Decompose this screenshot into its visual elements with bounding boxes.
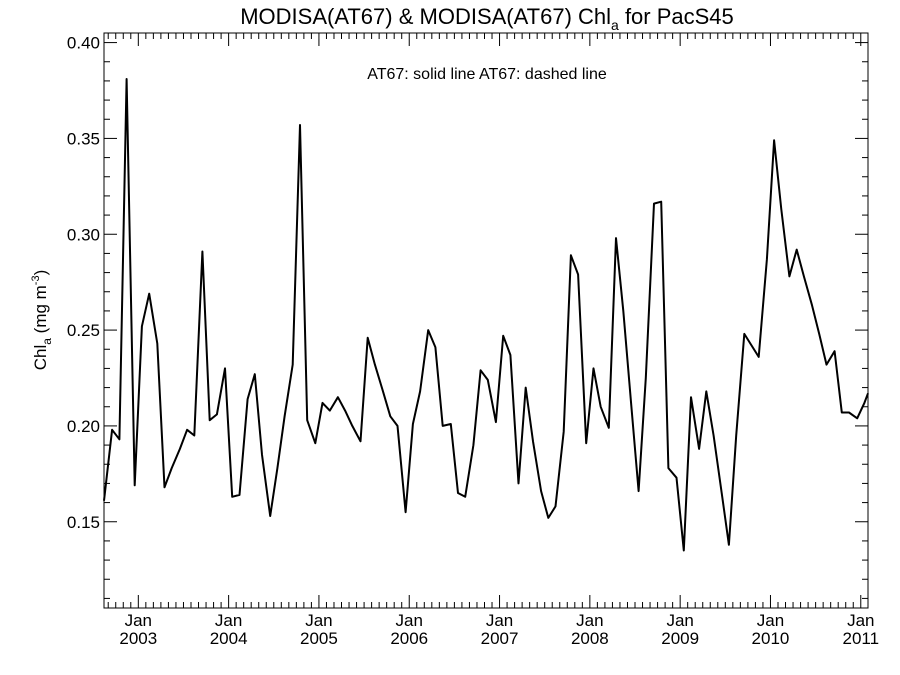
y-tick-label: 0.35 — [67, 129, 100, 148]
y-tick-label: 0.30 — [67, 225, 100, 244]
x-tick-year-label: 2008 — [571, 629, 609, 648]
chart-title: MODISA(AT67) & MODISA(AT67) Chla for Pac… — [240, 4, 734, 33]
y-axis-label: Chla (mg m-3) — [30, 270, 54, 371]
x-tick-year-label: 2004 — [210, 629, 248, 648]
x-tick-year-label: 2003 — [119, 629, 157, 648]
x-tick-year-label: 2010 — [752, 629, 790, 648]
x-tick-month-label: Jan — [757, 611, 784, 630]
x-tick-year-label: 2005 — [300, 629, 338, 648]
x-tick-month-label: Jan — [666, 611, 693, 630]
x-tick-month-label: Jan — [125, 611, 152, 630]
x-tick-year-label: 2011 — [842, 629, 879, 648]
y-tick-label: 0.40 — [67, 34, 100, 53]
minor-ticks — [104, 33, 868, 608]
x-tick-year-label: 2006 — [390, 629, 428, 648]
x-tick-month-label: Jan — [215, 611, 242, 630]
x-tick-month-label: Jan — [847, 611, 874, 630]
x-tick-month-label: Jan — [486, 611, 513, 630]
series-line-solid — [103, 78, 869, 552]
y-tick-label: 0.15 — [67, 513, 100, 532]
x-tick-year-label: 2009 — [661, 629, 699, 648]
x-tick-year-label: 2007 — [481, 629, 519, 648]
y-tick-label: 0.25 — [67, 321, 100, 340]
x-tick-month-label: Jan — [305, 611, 332, 630]
plot-frame — [103, 32, 869, 609]
series-layer — [103, 78, 869, 552]
x-tick-month-label: Jan — [396, 611, 423, 630]
x-axis-ticks: Jan2003Jan2004Jan2005Jan2006Jan2007Jan20… — [119, 33, 879, 648]
legend-text: AT67: solid line AT67: dashed line — [367, 66, 607, 83]
y-tick-label: 0.20 — [67, 417, 100, 436]
x-tick-month-label: Jan — [576, 611, 603, 630]
y-axis-ticks: 0.15 0.20 0.25 0.30 0.35 0.40 — [67, 34, 868, 532]
